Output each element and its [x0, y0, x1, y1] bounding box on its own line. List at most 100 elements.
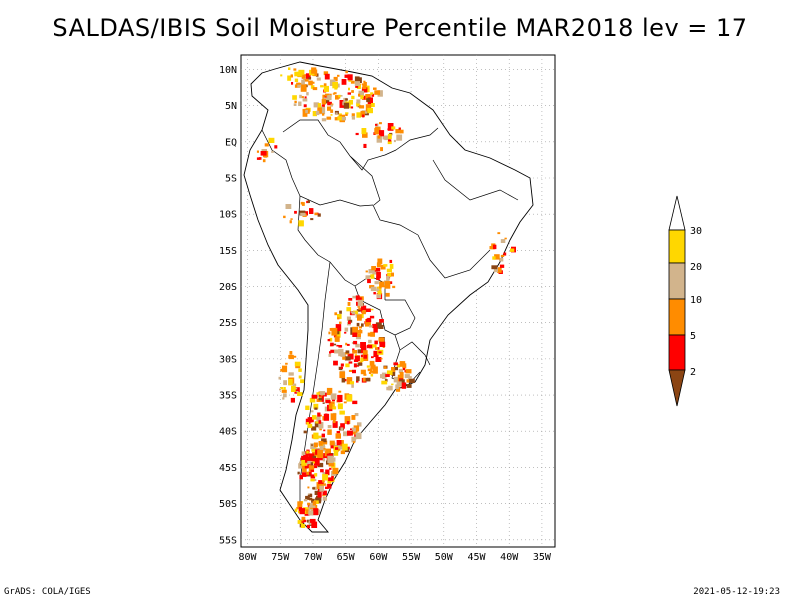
- moisture-cell: [333, 335, 337, 338]
- moisture-cell: [367, 368, 372, 372]
- moisture-cell: [293, 103, 297, 106]
- moisture-cell: [316, 77, 321, 81]
- moisture-cell: [330, 103, 334, 106]
- chart-title: SALDAS/IBIS Soil Moisture Percentile MAR…: [52, 14, 748, 42]
- moisture-cell: [312, 452, 318, 456]
- moisture-cell: [348, 320, 351, 324]
- moisture-cell: [330, 104, 333, 107]
- moisture-cell: [355, 132, 359, 136]
- moisture-cell: [356, 365, 360, 367]
- moisture-cell: [298, 368, 302, 372]
- moisture-cell: [321, 99, 326, 104]
- south-america-outline: [243, 61, 534, 533]
- moisture-cell: [330, 342, 334, 347]
- moisture-cell: [308, 417, 314, 423]
- moisture-cell: [333, 92, 337, 95]
- moisture-cell: [313, 478, 317, 481]
- footer-timestamp: 2021-05-12-19:23: [693, 587, 780, 597]
- moisture-cell: [322, 480, 325, 483]
- moisture-cell: [301, 524, 306, 528]
- moisture-cell: [343, 102, 350, 109]
- moisture-cell: [365, 319, 371, 327]
- moisture-cell: [363, 143, 367, 148]
- moisture-cell: [309, 518, 316, 523]
- legend-label-2: 2: [690, 367, 696, 378]
- moisture-cell: [352, 441, 355, 444]
- moisture-cell: [304, 465, 309, 469]
- moisture-cell: [372, 344, 377, 348]
- moisture-cell: [384, 135, 390, 141]
- moisture-cell: [329, 467, 332, 470]
- moisture-cell: [386, 276, 390, 281]
- moisture-cell: [303, 104, 307, 108]
- moisture-cell: [282, 397, 285, 400]
- moisture-cell: [319, 428, 322, 431]
- moisture-cell: [285, 204, 292, 209]
- moisture-cell: [389, 259, 393, 263]
- moisture-cell: [310, 462, 313, 466]
- moisture-cell: [317, 435, 322, 439]
- moisture-cell: [343, 97, 347, 103]
- moisture-cell: [289, 351, 293, 355]
- moisture-cell: [401, 382, 407, 389]
- moisture-cell: [306, 471, 309, 475]
- moisture-cell: [310, 469, 314, 472]
- moisture-cell: [357, 305, 360, 308]
- moisture-cell: [365, 104, 372, 112]
- moisture-cell: [347, 92, 351, 95]
- moisture-cell: [353, 363, 357, 368]
- moisture-cell: [357, 349, 364, 354]
- moisture-cell: [344, 416, 351, 424]
- moisture-cell: [322, 496, 327, 501]
- moisture-cell: [312, 111, 317, 117]
- moisture-cell: [313, 102, 319, 108]
- moisture-cell: [371, 356, 374, 359]
- moisture-cell: [359, 316, 362, 319]
- moisture-cell: [365, 270, 368, 273]
- moisture-cell: [306, 450, 309, 454]
- moisture-cell: [319, 391, 326, 396]
- moisture-cell: [396, 134, 403, 141]
- moisture-cell: [271, 150, 274, 153]
- latitude-labels: 10N 5N EQ 5S 10S 15S 20S 25S 30S 35S 40S 45S 50S 55S: [219, 65, 237, 546]
- moisture-cell: [310, 218, 314, 221]
- moisture-cell: [391, 126, 396, 130]
- moisture-cell: [367, 97, 373, 105]
- moisture-cell: [405, 369, 412, 374]
- lon-label: 75W: [271, 552, 290, 563]
- moisture-cell: [331, 475, 334, 479]
- moisture-cell: [352, 400, 358, 405]
- moisture-cell: [386, 386, 392, 391]
- moisture-cell: [492, 256, 496, 260]
- moisture-cell: [323, 483, 326, 486]
- moisture-cell: [304, 211, 308, 216]
- moisture-cell: [306, 524, 310, 529]
- moisture-cell: [398, 127, 401, 130]
- moisture-cell: [375, 347, 378, 350]
- moisture-cell: [314, 421, 321, 428]
- moisture-cell: [400, 129, 404, 134]
- moisture-cell: [335, 112, 338, 114]
- longitude-labels: 80W 75W 70W 65W 60W 55W 50W 45W 40W 35W: [239, 552, 552, 563]
- moisture-cell: [291, 385, 296, 392]
- moisture-cell: [301, 455, 306, 461]
- lat-label: EQ: [225, 137, 237, 148]
- moisture-cell: [294, 100, 297, 104]
- moisture-cell: [331, 327, 338, 336]
- moisture-cell: [370, 274, 375, 279]
- moisture-cell: [345, 98, 348, 101]
- moisture-cell: [338, 444, 344, 450]
- moisture-cell: [336, 344, 339, 347]
- legend-box-above-30: [668, 195, 686, 231]
- moisture-cell: [356, 102, 360, 107]
- moisture-cell: [362, 114, 365, 118]
- moisture-cell: [297, 502, 303, 506]
- lon-label: 45W: [467, 552, 486, 563]
- moisture-cell: [311, 461, 315, 464]
- moisture-cell: [338, 94, 341, 98]
- moisture-cell: [336, 448, 341, 451]
- moisture-cell: [355, 343, 360, 348]
- moisture-cell: [303, 430, 307, 434]
- moisture-cell: [303, 455, 309, 462]
- moisture-cell: [280, 387, 283, 390]
